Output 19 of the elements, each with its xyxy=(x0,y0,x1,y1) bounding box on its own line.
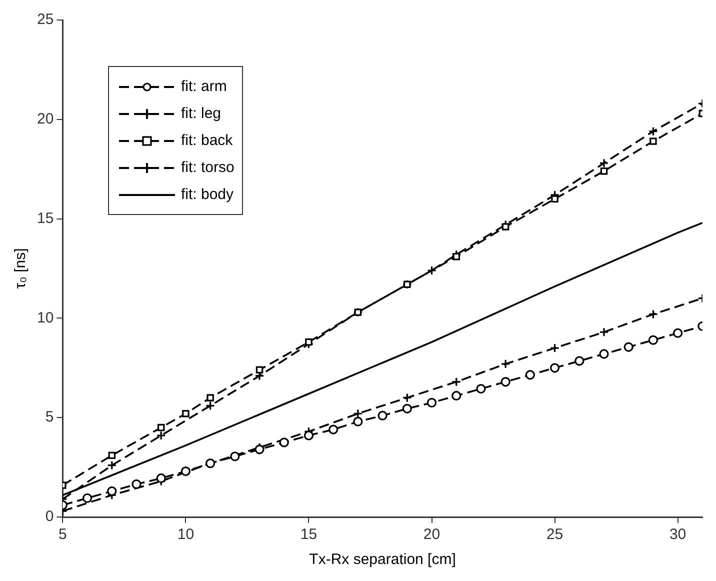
x-tick-label: 20 xyxy=(423,526,440,544)
x-tick-label: 10 xyxy=(177,526,194,544)
legend-label: fit: torso xyxy=(181,159,234,176)
x-tick-label: 15 xyxy=(300,526,318,544)
y-axis-title: τ₀ [ns] xyxy=(12,248,30,289)
legend-label: fit: arm xyxy=(181,78,227,95)
y-tick-label: 15 xyxy=(36,210,54,227)
y-tick-label: 20 xyxy=(36,110,54,128)
legend-label: fit: leg xyxy=(181,105,222,122)
y-tick-label: 5 xyxy=(45,408,54,426)
y-tick-label: 10 xyxy=(36,309,54,326)
x-tick-label: 25 xyxy=(546,526,564,544)
y-tick-label: 0 xyxy=(45,508,54,526)
x-axis-title: Tx-Rx separation [cm] xyxy=(309,551,456,568)
x-tick-label: 5 xyxy=(58,526,67,544)
legend-label: fit: back xyxy=(181,132,233,149)
legend-label: fit: body xyxy=(181,186,234,203)
y-tick-label: 25 xyxy=(36,11,54,28)
x-tick-label: 30 xyxy=(669,526,686,544)
